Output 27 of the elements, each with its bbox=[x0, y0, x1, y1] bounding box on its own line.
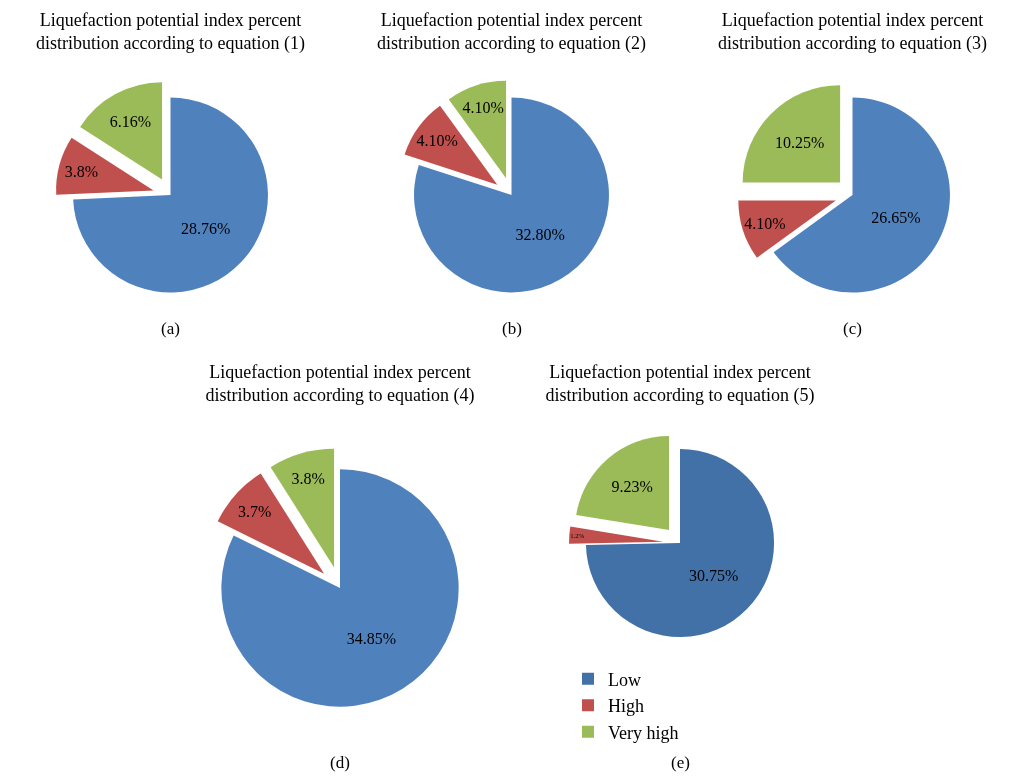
data-label: 3.8% bbox=[291, 469, 325, 487]
data-label: 28.76% bbox=[181, 220, 231, 238]
text: (c) bbox=[843, 319, 862, 338]
data-label: 30.75% bbox=[688, 567, 739, 585]
legend-label: Very high bbox=[608, 722, 679, 743]
text: (b) bbox=[502, 319, 522, 338]
data-label: 4.10% bbox=[462, 99, 504, 117]
data-label: 26.65% bbox=[871, 208, 921, 226]
legend-label: Low bbox=[608, 669, 641, 690]
data-label: 4.10% bbox=[744, 214, 786, 232]
data-label: 3.7% bbox=[238, 502, 272, 520]
data-label: 6.16% bbox=[109, 113, 152, 131]
chart-title: Liquefaction potential index percent distribution according to equation (5) bbox=[545, 362, 815, 407]
text: (a) bbox=[161, 319, 180, 338]
text: (e) bbox=[671, 753, 690, 772]
chart-title: Liquefaction potential index percent distribution according to equation (4) bbox=[205, 362, 475, 407]
text: (d) bbox=[330, 753, 350, 772]
chart-title: Liquefaction potential index percent distribution according to equation (2) bbox=[377, 10, 646, 55]
data-label: 34.85% bbox=[346, 629, 396, 647]
data-label: 32.80% bbox=[515, 225, 565, 243]
legend-label: High bbox=[608, 696, 644, 717]
chart-title: Liquefaction potential index percent distribution according to equation (1) bbox=[36, 10, 305, 55]
data-label: 4.10% bbox=[416, 132, 458, 150]
data-label: 10.25% bbox=[775, 133, 825, 151]
data-label: 9.23% bbox=[611, 478, 653, 496]
chart-title: Liquefaction potential index percent distribution according to equation (3) bbox=[718, 10, 987, 55]
data-label: 3.8% bbox=[64, 162, 99, 180]
